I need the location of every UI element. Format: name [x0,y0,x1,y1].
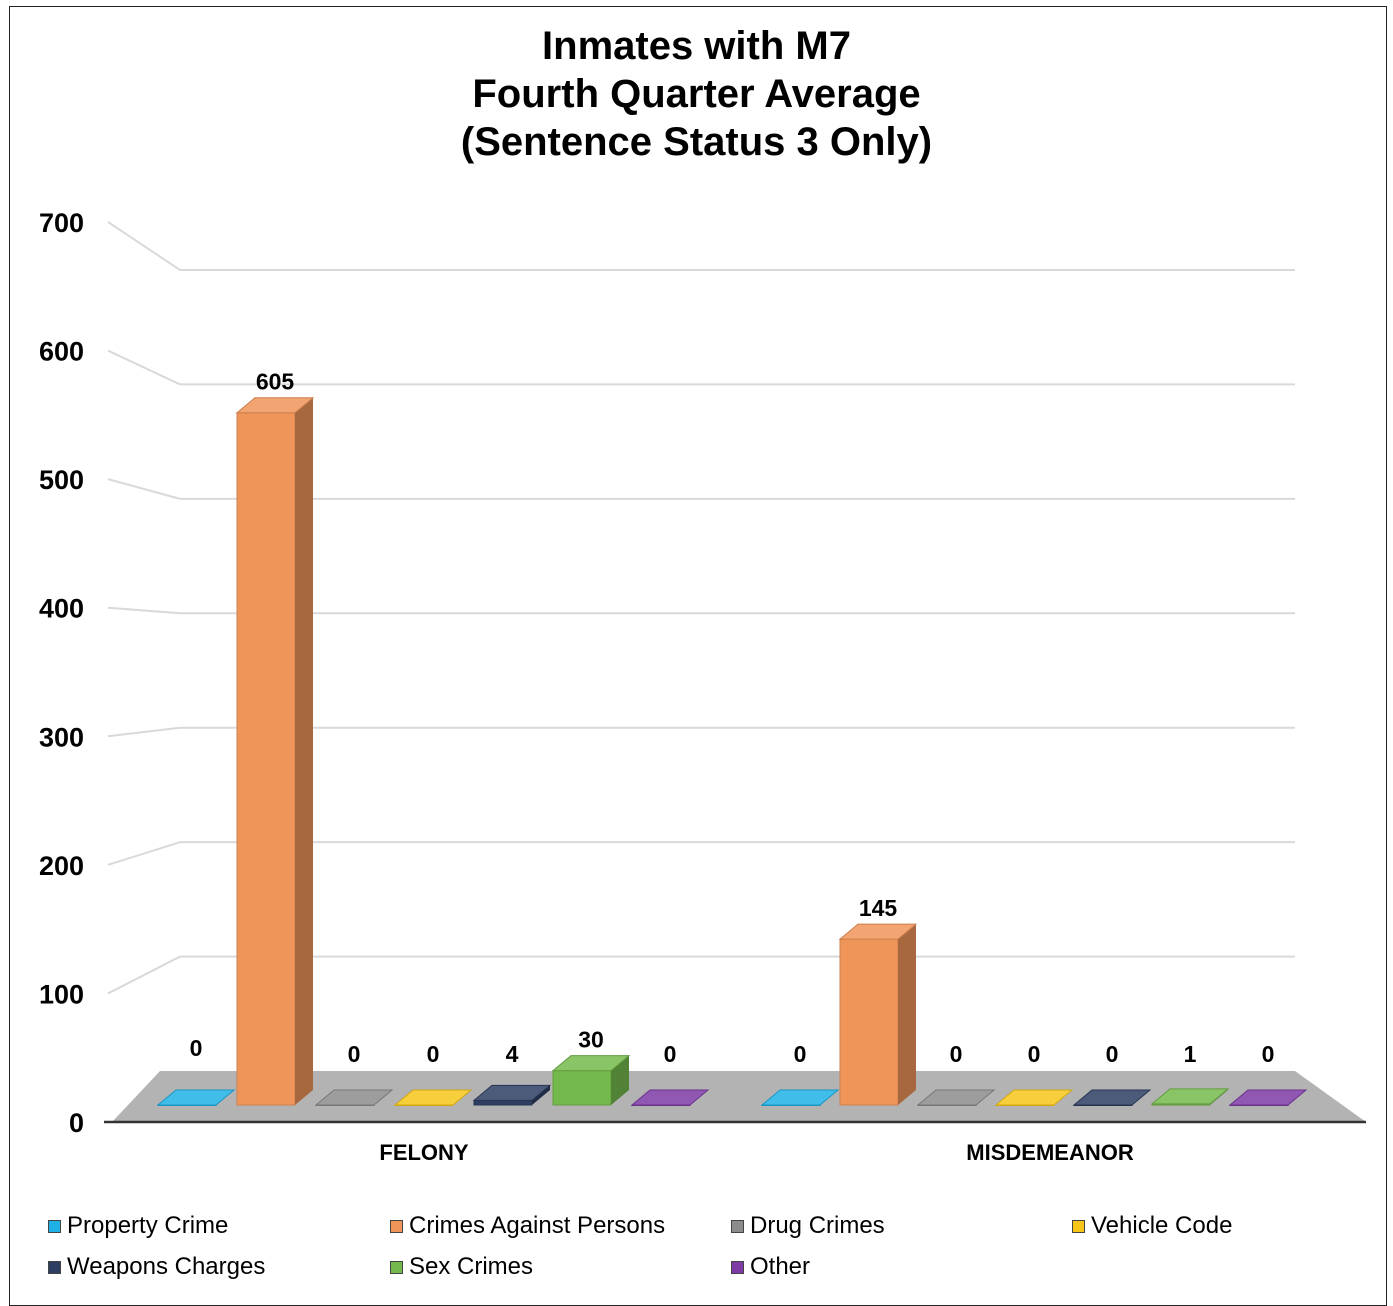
legend-label-vehicle-code: Vehicle Code [1091,1212,1232,1240]
legend-label-weapons-charges: Weapons Charges [67,1253,265,1281]
gridline-diagonal [108,479,180,499]
y-tick-label: 100 [39,979,84,1009]
bar-side [295,398,313,1105]
bar-side [898,924,916,1105]
bar [474,1100,532,1105]
legend-swatch-crimes-against-persons [390,1220,403,1233]
bar [237,413,295,1105]
legend-item-drug-crimes: Drug Crimes [731,1212,885,1240]
y-tick-label: 0 [69,1108,84,1138]
data-label: 0 [794,1041,807,1067]
legend-swatch-sex-crimes [390,1261,403,1274]
legend-label-property-crime: Property Crime [67,1212,228,1240]
data-label: 30 [578,1027,604,1053]
data-label: 1 [1184,1041,1197,1067]
data-label: 0 [1262,1041,1275,1067]
y-tick-label: 700 [39,208,84,238]
legend-item-vehicle-code: Vehicle Code [1072,1212,1232,1240]
data-label: 0 [950,1041,963,1067]
legend-item-weapons-charges: Weapons Charges [48,1253,265,1281]
y-tick-label: 200 [39,851,84,881]
x-category-label: MISDEMEANOR [966,1140,1134,1165]
data-label: 0 [1028,1041,1041,1067]
y-tick-label: 500 [39,465,84,495]
data-label: 0 [664,1041,677,1067]
gridline-diagonal [108,608,180,614]
legend-swatch-weapons-charges [48,1261,61,1274]
legend-item-property-crime: Property Crime [48,1212,228,1240]
data-label: 0 [427,1041,440,1067]
y-tick-label: 300 [39,722,84,752]
legend-label-crimes-against-persons: Crimes Against Persons [409,1212,665,1240]
data-label: 0 [348,1041,361,1067]
legend-label-other: Other [750,1253,810,1281]
legend: Property Crime Crimes Against Persons Dr… [48,1212,1378,1292]
legend-swatch-property-crime [48,1220,61,1233]
legend-swatch-other [731,1261,744,1274]
bar [840,939,898,1105]
data-label: 4 [506,1041,519,1067]
legend-item-crimes-against-persons: Crimes Against Persons [390,1212,665,1240]
gridline-diagonal [108,728,180,737]
legend-swatch-drug-crimes [731,1220,744,1233]
data-label: 0 [190,1035,203,1061]
legend-label-sex-crimes: Sex Crimes [409,1253,533,1281]
legend-label-drug-crimes: Drug Crimes [750,1212,885,1240]
y-tick-label: 400 [39,594,84,624]
gridline-diagonal [108,222,180,270]
legend-item-sex-crimes: Sex Crimes [390,1253,533,1281]
data-label: 0 [1106,1041,1119,1067]
y-tick-label: 600 [39,337,84,367]
gridline-diagonal [108,351,180,385]
bar [553,1071,611,1105]
x-category-label: FELONY [379,1140,469,1165]
gridline-diagonal [108,957,180,994]
legend-item-other: Other [731,1253,810,1281]
data-label: 145 [859,895,898,921]
legend-swatch-vehicle-code [1072,1220,1085,1233]
gridline-diagonal [108,842,180,865]
data-label: 605 [256,369,295,395]
